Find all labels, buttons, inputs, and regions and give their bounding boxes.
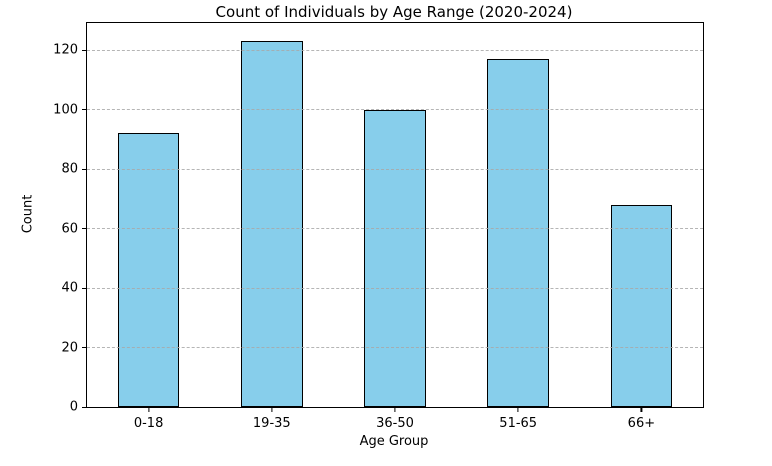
gridline [87,228,703,230]
y-tick-mark [82,347,86,349]
bar-66+ [610,204,673,407]
gridline [87,287,703,289]
y-tick-mark [82,228,86,230]
y-tick-mark [82,287,86,289]
y-tick-label: 40 [61,280,78,296]
y-tick-mark [82,49,86,51]
y-tick-label: 0 [69,399,78,415]
gridline [87,168,703,170]
x-tick-label: 0-18 [133,416,164,431]
chart-title: Count of Individuals by Age Range (2020-… [215,3,573,21]
x-tick-mark [271,408,273,412]
x-tick-label: 51-65 [499,416,538,431]
y-tick-label: 20 [61,340,78,356]
y-tick-label: 60 [61,221,78,237]
gridline [87,49,703,51]
gridline [87,109,703,111]
x-tick-mark [394,408,396,412]
y-tick-label: 100 [53,102,78,118]
bar-19-35 [241,41,303,407]
y-tick-mark [82,109,86,111]
bar-36-50 [364,109,426,407]
x-tick-mark [640,408,642,412]
x-tick-label: 19-35 [252,416,291,431]
x-tick-mark [517,408,519,412]
y-tick-mark [82,168,86,170]
y-tick-label: 80 [61,161,78,177]
x-tick-label: 36-50 [376,416,414,431]
bar-51-65 [487,59,549,407]
y-tick-label: 120 [53,42,78,58]
x-tick-mark [148,408,150,412]
x-tick-label: 66+ [627,416,656,431]
bar-0-18 [117,133,180,407]
gridline [87,347,703,349]
plot-area: 0 20 40 60 80 100 120 0-18 19-35 36-50 51-65 66+ [53,22,704,431]
y-tick-mark [82,406,86,408]
x-axis-label: Age Group [359,434,429,449]
y-axis-label: Count [20,194,36,234]
